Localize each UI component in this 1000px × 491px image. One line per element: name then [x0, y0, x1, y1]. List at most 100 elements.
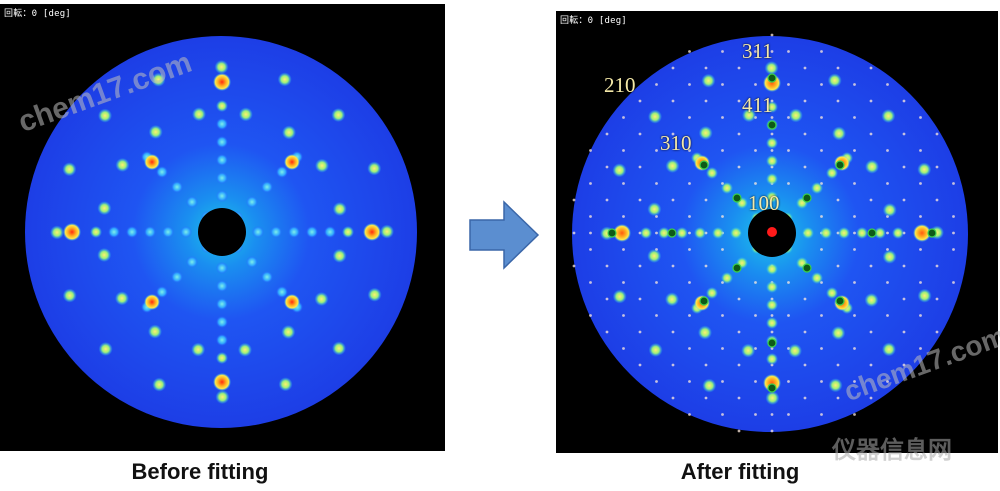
simulated-spot — [952, 182, 955, 185]
diffraction-spot — [277, 72, 292, 87]
simulated-spot — [820, 248, 823, 251]
simulated-spot — [886, 182, 889, 185]
simulated-spot — [704, 198, 708, 202]
diffraction-spot — [613, 224, 631, 242]
simulated-spot — [655, 182, 658, 185]
simulated-spot — [803, 99, 807, 103]
simulated-spot — [622, 314, 625, 317]
diffraction-spot — [874, 227, 886, 239]
miller-index-label: 411 — [742, 93, 773, 117]
diffraction-spot — [148, 124, 163, 139]
diffraction-spot — [730, 227, 742, 239]
simulated-spot — [787, 149, 790, 152]
diffraction-spot — [171, 181, 183, 193]
diffraction-spot — [147, 324, 162, 339]
diffraction-spot — [216, 172, 228, 184]
simulated-spot — [754, 413, 757, 416]
simulated-spot — [935, 132, 939, 136]
simulated-spot — [853, 116, 856, 119]
diffraction-spot — [881, 342, 896, 357]
diffraction-spot — [282, 125, 297, 140]
simulated-spot — [787, 413, 790, 416]
simulated-spot — [935, 330, 939, 334]
simulated-spot — [688, 347, 691, 350]
simulated-spot — [721, 347, 724, 350]
diffraction-spot — [828, 378, 843, 393]
diffraction-spot — [742, 108, 757, 123]
diffraction-spot — [741, 343, 756, 358]
diffraction-spot — [766, 299, 778, 311]
diffraction-spot — [881, 109, 896, 124]
diffraction-spot — [151, 72, 166, 87]
simulated-spot — [869, 264, 873, 268]
diffraction-spot — [216, 280, 228, 292]
diffraction-spot — [186, 196, 198, 208]
fitted-spot-marker — [867, 228, 877, 238]
diffraction-spot — [246, 256, 258, 268]
diffraction-spot — [216, 262, 228, 274]
diffraction-spot — [766, 173, 778, 185]
diffraction-spot — [98, 341, 113, 356]
simulated-spot — [638, 330, 642, 334]
simulated-spot — [721, 314, 724, 317]
simulated-spot — [820, 116, 823, 119]
simulated-spot — [853, 182, 856, 185]
diffraction-spot — [658, 227, 670, 239]
diffraction-spot — [144, 154, 160, 170]
simulated-spot — [688, 149, 691, 152]
simulated-spot — [853, 347, 856, 350]
diffraction-spot — [186, 256, 198, 268]
simulated-spot — [671, 363, 675, 367]
simulated-spot — [770, 314, 774, 317]
simulated-spot — [820, 83, 823, 86]
fitted-spot-marker — [767, 73, 777, 83]
fitted-spot-marker — [767, 383, 777, 393]
diffraction-spot — [788, 108, 803, 123]
simulated-spot — [589, 314, 592, 317]
simulated-spot — [787, 50, 790, 53]
simulated-spot — [902, 165, 906, 169]
diffraction-spot — [342, 226, 354, 238]
simulated-spot — [655, 83, 658, 86]
simulated-spot — [820, 347, 823, 350]
fitted-spot-marker — [699, 160, 709, 170]
simulated-spot — [869, 198, 873, 202]
after-fitting-pattern: 回転：0 [deg] 311 210 411 310 100 — [556, 11, 998, 453]
simulated-spot — [638, 264, 642, 268]
simulated-spot — [622, 149, 625, 152]
diffraction-spot — [766, 353, 778, 365]
simulated-spot — [688, 83, 691, 86]
diffraction-spot — [192, 107, 207, 122]
simulated-spot — [803, 66, 807, 70]
beam-center-marker — [767, 227, 777, 237]
diffraction-spot — [216, 334, 228, 346]
simulated-spot — [836, 99, 840, 103]
simulated-spot — [754, 149, 757, 152]
simulated-spot — [803, 330, 807, 334]
diffraction-spot — [766, 191, 778, 203]
simulated-spot — [688, 182, 691, 185]
simulated-spot — [622, 215, 625, 218]
diffraction-spot — [826, 287, 838, 299]
simulated-spot — [589, 231, 592, 235]
simulated-spot — [886, 314, 889, 317]
simulated-spot — [869, 330, 873, 334]
simulated-spot — [836, 396, 840, 400]
diffraction-spot — [314, 292, 329, 307]
diffraction-spot — [913, 224, 931, 242]
simulated-spot — [902, 198, 906, 202]
simulated-spot — [622, 248, 625, 251]
simulated-spot — [820, 380, 823, 383]
diffraction-spot — [379, 224, 394, 239]
simulated-spot — [803, 297, 807, 301]
simulated-spot — [853, 83, 856, 86]
fitted-spot-marker — [732, 193, 742, 203]
fitted-spot-marker — [835, 296, 845, 306]
simulated-spot — [754, 182, 757, 185]
simulated-spot — [671, 66, 675, 70]
simulated-spot — [721, 248, 724, 251]
simulated-spot — [737, 297, 741, 301]
simulated-spot — [572, 231, 576, 235]
simulated-spot — [638, 132, 642, 136]
simulated-spot — [754, 281, 757, 284]
